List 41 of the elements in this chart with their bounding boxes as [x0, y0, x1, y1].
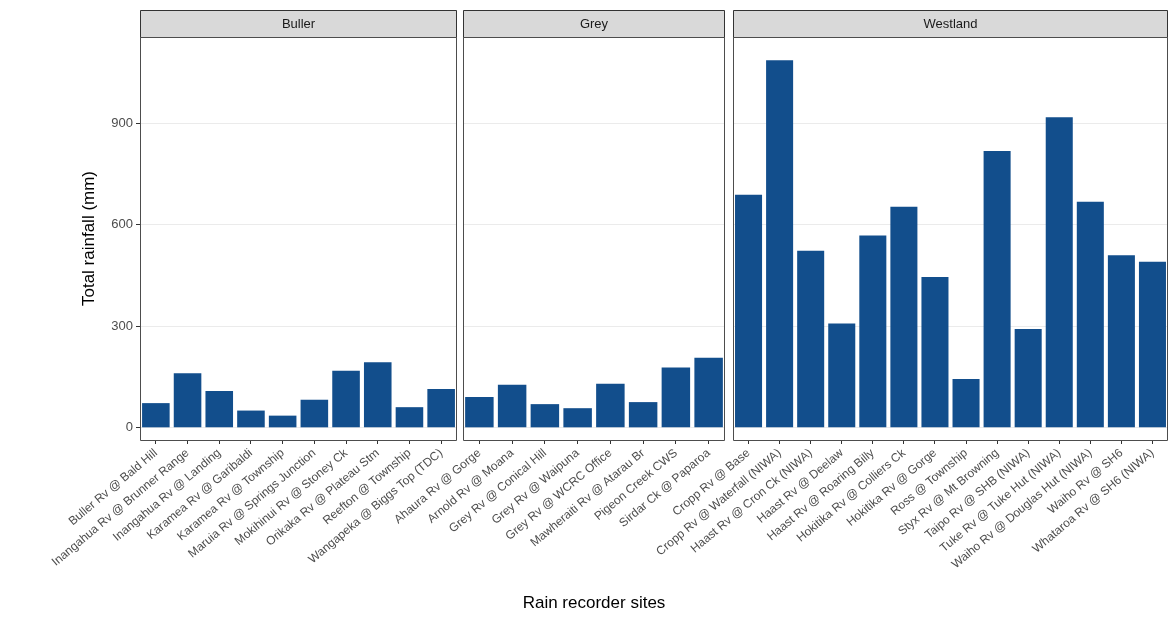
bar [921, 276, 949, 428]
bar [395, 407, 424, 428]
bar [596, 383, 625, 428]
bar [1138, 261, 1166, 428]
y-tick-label: 600 [111, 216, 133, 232]
bar [828, 323, 856, 428]
bar [237, 410, 265, 428]
bar [497, 384, 527, 428]
bar [694, 357, 723, 428]
bar [766, 60, 794, 428]
y-tick-label: 900 [111, 114, 133, 130]
bar [1045, 117, 1073, 428]
y-axis-title: Total rainfall (mm) [78, 170, 98, 307]
bar [628, 402, 658, 428]
bar [1014, 329, 1042, 428]
bar [530, 404, 560, 428]
bar [563, 408, 592, 428]
chart-title: Grey [579, 16, 609, 32]
bar [859, 235, 887, 428]
bar [363, 362, 392, 428]
bar [661, 367, 691, 428]
bar [173, 373, 202, 428]
bar [268, 415, 297, 428]
bar [983, 151, 1011, 428]
x-axis-title: Rain recorder sites [522, 593, 666, 613]
bar [1107, 255, 1135, 428]
bar [735, 194, 763, 428]
bar [952, 379, 980, 428]
bar [890, 206, 918, 428]
y-tick-label: 0 [125, 419, 133, 435]
bar [205, 390, 234, 428]
bar [797, 250, 825, 428]
bar [332, 370, 360, 428]
bar [465, 397, 494, 428]
chart-title: Buller [281, 16, 316, 32]
bar [142, 403, 170, 428]
bar [1076, 201, 1104, 428]
y-tick-label: 300 [111, 317, 133, 333]
bar [427, 388, 455, 428]
bar [300, 399, 329, 428]
chart-title: Westland [923, 16, 978, 32]
